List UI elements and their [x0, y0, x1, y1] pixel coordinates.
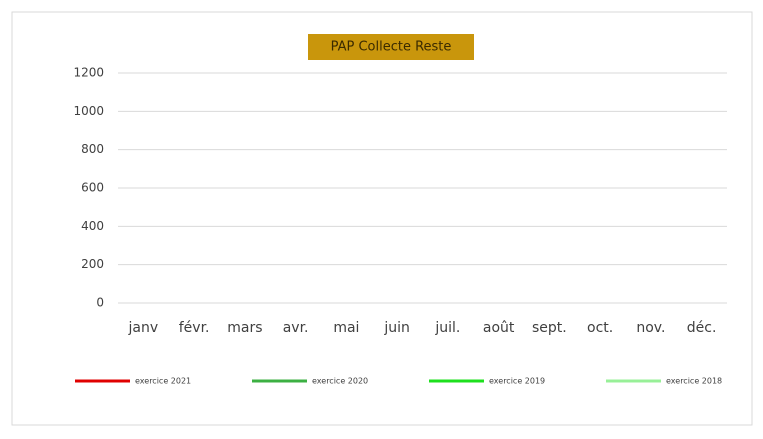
x-tick-label: août: [483, 320, 515, 336]
y-tick-label: 400: [81, 219, 104, 233]
chart-title: PAP Collecte Reste: [331, 40, 452, 55]
x-tick-label: juil.: [434, 320, 460, 336]
x-tick-label: nov.: [636, 320, 665, 336]
y-tick-label: 0: [96, 296, 104, 310]
x-tick-label: sept.: [532, 320, 567, 336]
legend-label: exercice 2021: [135, 377, 191, 386]
y-tick-label: 1000: [73, 104, 104, 118]
x-tick-label: janv: [128, 320, 159, 336]
x-tick-label: juin: [383, 320, 410, 336]
x-tick-label: févr.: [179, 320, 210, 336]
x-tick-label: mai: [333, 320, 359, 336]
y-tick-label: 1200: [73, 66, 104, 80]
x-tick-label: oct.: [587, 320, 613, 336]
legend-label: exercice 2020: [312, 377, 368, 386]
x-tick-label: déc.: [687, 320, 717, 336]
x-tick-label: avr.: [283, 320, 309, 336]
title-box: [308, 34, 474, 60]
x-tick-label: mars: [227, 320, 262, 336]
chart-border: [11, 11, 753, 426]
y-tick-label: 200: [81, 257, 104, 271]
y-tick-label: 600: [81, 181, 104, 195]
y-tick-label: 800: [81, 142, 104, 156]
legend-label: exercice 2018: [666, 377, 722, 386]
legend-label: exercice 2019: [489, 377, 545, 386]
